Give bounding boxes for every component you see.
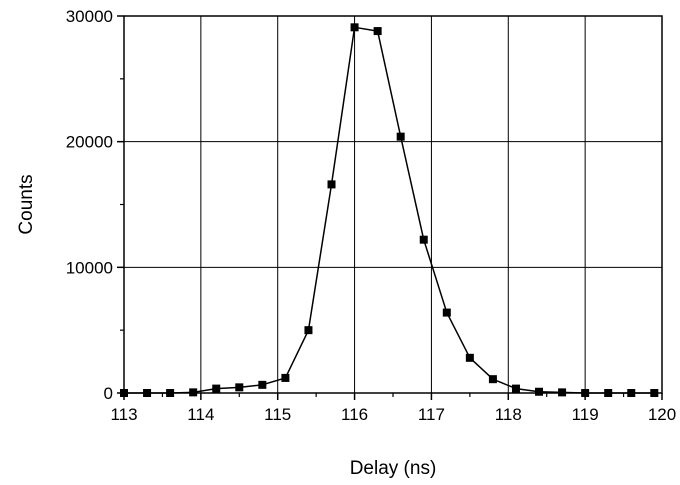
grid: [124, 16, 662, 393]
data-point: [419, 235, 428, 244]
data-point: [258, 380, 267, 389]
data-point: [235, 383, 244, 392]
data-point: [350, 23, 359, 32]
data-point: [281, 373, 290, 382]
x-axis-label: Delay (ns): [350, 458, 437, 479]
data-point: [511, 384, 520, 393]
data-point: [465, 353, 474, 362]
plot-frame: [123, 15, 663, 394]
data-point: [212, 384, 221, 393]
y-tick-label: 10000: [66, 258, 113, 277]
series-line: [124, 26, 655, 394]
x-tick-label: 119: [572, 405, 599, 424]
series-line-layer: [124, 26, 655, 394]
data-point: [442, 308, 451, 317]
ticks: 113 114 115 116 117 118 119 120 0 10000 20000 30000: [66, 7, 676, 424]
x-tick-label: 117: [418, 405, 445, 424]
data-point: [373, 27, 382, 36]
data-point: [488, 375, 497, 384]
data-point: [396, 132, 405, 141]
y-tick-label: 0: [104, 384, 113, 403]
data-point: [535, 387, 544, 396]
x-tick-label: 120: [648, 405, 676, 424]
y-tick-label: 20000: [66, 133, 113, 152]
x-tick-label: 115: [264, 405, 291, 424]
y-tick-label: 30000: [66, 7, 113, 26]
x-tick-label: 114: [187, 405, 214, 424]
data-point: [327, 180, 336, 189]
x-tick-label: 116: [341, 405, 368, 424]
y-axis-label: Counts: [16, 174, 37, 234]
x-tick-label: 118: [495, 405, 522, 424]
data-point: [304, 326, 313, 335]
x-tick-label: 113: [110, 405, 137, 424]
